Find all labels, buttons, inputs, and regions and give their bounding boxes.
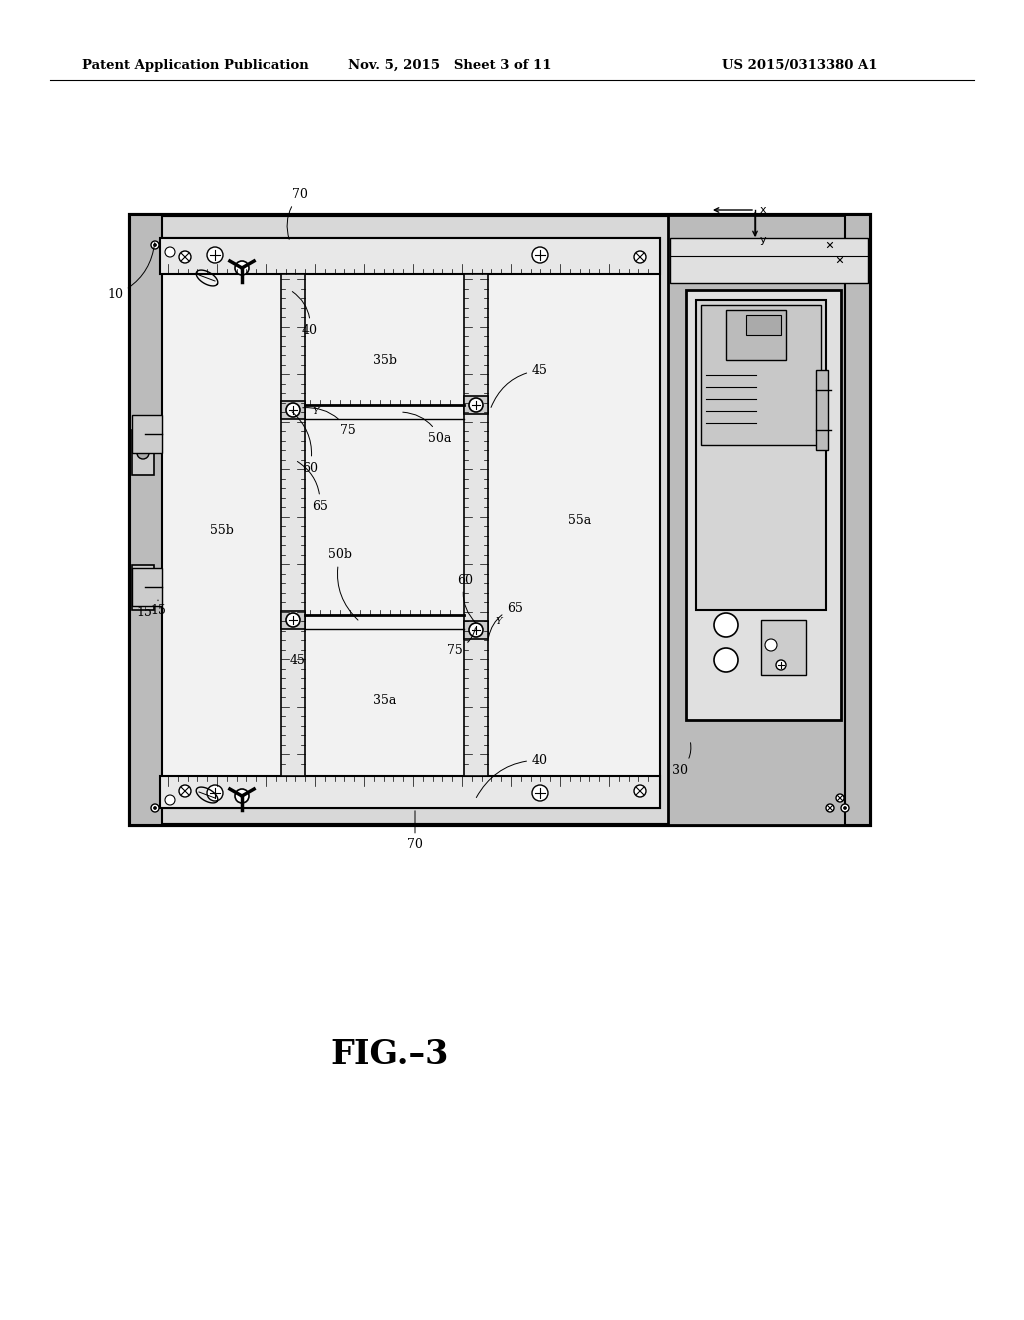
Bar <box>464 275 488 776</box>
Circle shape <box>179 785 191 797</box>
Circle shape <box>826 804 834 812</box>
Circle shape <box>844 247 847 249</box>
Bar <box>281 275 305 776</box>
Text: Nov. 5, 2015   Sheet 3 of 11: Nov. 5, 2015 Sheet 3 of 11 <box>348 58 552 71</box>
Text: 70: 70 <box>408 810 423 851</box>
Text: 45: 45 <box>492 363 548 408</box>
Text: 75: 75 <box>303 408 356 437</box>
Circle shape <box>532 785 548 801</box>
Circle shape <box>836 256 844 264</box>
Circle shape <box>207 785 223 801</box>
Text: x: x <box>760 205 767 215</box>
Text: 35b: 35b <box>373 354 397 367</box>
Circle shape <box>776 660 786 671</box>
Circle shape <box>532 247 548 263</box>
Circle shape <box>842 246 848 251</box>
Bar <box>464 396 488 414</box>
Circle shape <box>634 251 646 263</box>
Circle shape <box>151 242 159 249</box>
Bar <box>701 305 821 445</box>
Circle shape <box>165 247 175 257</box>
Circle shape <box>714 648 738 672</box>
Bar <box>668 215 870 825</box>
Circle shape <box>841 244 849 252</box>
Bar <box>160 776 660 808</box>
Circle shape <box>765 639 777 651</box>
Bar <box>696 300 826 610</box>
Bar <box>816 370 828 450</box>
Text: 65: 65 <box>488 602 523 638</box>
Circle shape <box>469 399 483 412</box>
Circle shape <box>469 623 483 638</box>
Circle shape <box>234 261 249 275</box>
Bar <box>670 238 868 282</box>
Circle shape <box>826 242 834 249</box>
Text: Patent Application Publication: Patent Application Publication <box>82 58 308 71</box>
Circle shape <box>286 403 300 417</box>
Text: 55b: 55b <box>210 524 233 536</box>
Text: 15: 15 <box>136 606 152 619</box>
Circle shape <box>137 582 150 594</box>
Circle shape <box>836 795 844 803</box>
Text: 70: 70 <box>287 189 308 239</box>
Text: Y: Y <box>496 618 503 627</box>
Circle shape <box>634 785 646 797</box>
Circle shape <box>137 447 150 459</box>
Circle shape <box>207 247 223 263</box>
Text: 35a: 35a <box>374 693 396 706</box>
Circle shape <box>844 807 847 809</box>
Bar <box>281 611 305 630</box>
Text: 50a: 50a <box>402 412 452 445</box>
Text: 15: 15 <box>151 601 166 616</box>
Text: 60: 60 <box>457 573 476 623</box>
Text: 40: 40 <box>292 292 318 337</box>
Bar <box>761 620 806 675</box>
Text: 30: 30 <box>672 743 691 776</box>
Bar <box>845 215 870 825</box>
Bar <box>746 315 781 335</box>
Text: y: y <box>760 235 767 246</box>
Bar <box>130 215 162 825</box>
Text: Y: Y <box>313 408 319 417</box>
Bar <box>132 430 154 475</box>
Bar <box>160 238 660 275</box>
Text: 65: 65 <box>297 462 328 512</box>
Bar <box>132 565 154 610</box>
Circle shape <box>165 795 175 805</box>
Circle shape <box>844 807 847 809</box>
Text: FIG.–3: FIG.–3 <box>331 1039 450 1072</box>
Circle shape <box>154 807 157 809</box>
Bar <box>130 215 870 825</box>
Circle shape <box>154 243 157 247</box>
Bar <box>726 310 786 360</box>
Text: 40: 40 <box>476 754 548 797</box>
Circle shape <box>151 804 159 812</box>
Bar <box>686 290 841 719</box>
Circle shape <box>714 612 738 638</box>
Circle shape <box>286 612 300 627</box>
Text: 45: 45 <box>290 653 306 667</box>
Text: 10: 10 <box>106 243 155 301</box>
Text: 75: 75 <box>447 628 475 656</box>
Bar <box>132 568 162 606</box>
Bar <box>281 401 305 418</box>
Bar <box>132 414 162 453</box>
Bar <box>464 620 488 639</box>
Bar <box>160 238 660 808</box>
Circle shape <box>234 789 249 803</box>
Text: 60: 60 <box>292 412 318 474</box>
Text: 50b: 50b <box>328 549 358 620</box>
Text: US 2015/0313380 A1: US 2015/0313380 A1 <box>722 58 878 71</box>
Circle shape <box>844 247 847 249</box>
Circle shape <box>842 805 848 810</box>
Circle shape <box>841 804 849 812</box>
Circle shape <box>179 251 191 263</box>
Text: 55a: 55a <box>568 513 592 527</box>
